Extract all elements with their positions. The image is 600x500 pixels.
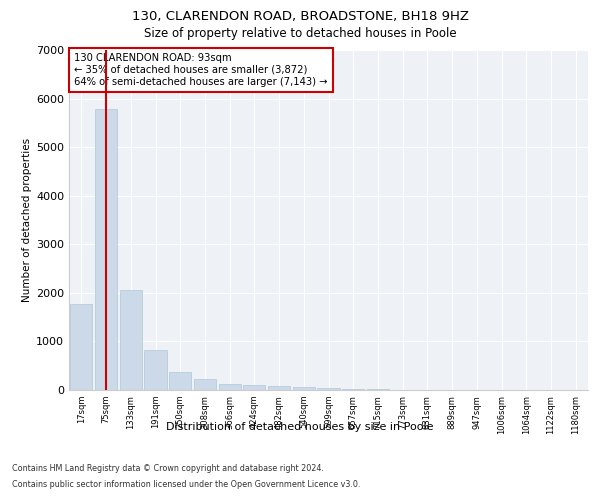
Bar — [119, 290, 142, 390]
Bar — [95, 110, 117, 390]
Text: 130 CLARENDON ROAD: 93sqm
← 35% of detached houses are smaller (3,872)
64% of se: 130 CLARENDON ROAD: 93sqm ← 35% of detac… — [74, 54, 328, 86]
Bar — [293, 388, 315, 390]
Bar — [70, 304, 92, 390]
Text: Contains public sector information licensed under the Open Government Licence v3: Contains public sector information licen… — [12, 480, 361, 489]
Text: 130, CLARENDON ROAD, BROADSTONE, BH18 9HZ: 130, CLARENDON ROAD, BROADSTONE, BH18 9H… — [131, 10, 469, 23]
Text: Contains HM Land Registry data © Crown copyright and database right 2024.: Contains HM Land Registry data © Crown c… — [12, 464, 324, 473]
Bar — [342, 388, 364, 390]
Bar — [367, 389, 389, 390]
Bar — [243, 384, 265, 390]
Y-axis label: Number of detached properties: Number of detached properties — [22, 138, 32, 302]
Text: Distribution of detached houses by size in Poole: Distribution of detached houses by size … — [166, 422, 434, 432]
Bar — [218, 384, 241, 390]
Bar — [194, 380, 216, 390]
Bar — [317, 388, 340, 390]
Bar — [268, 386, 290, 390]
Bar — [145, 350, 167, 390]
Bar — [169, 372, 191, 390]
Text: Size of property relative to detached houses in Poole: Size of property relative to detached ho… — [143, 28, 457, 40]
